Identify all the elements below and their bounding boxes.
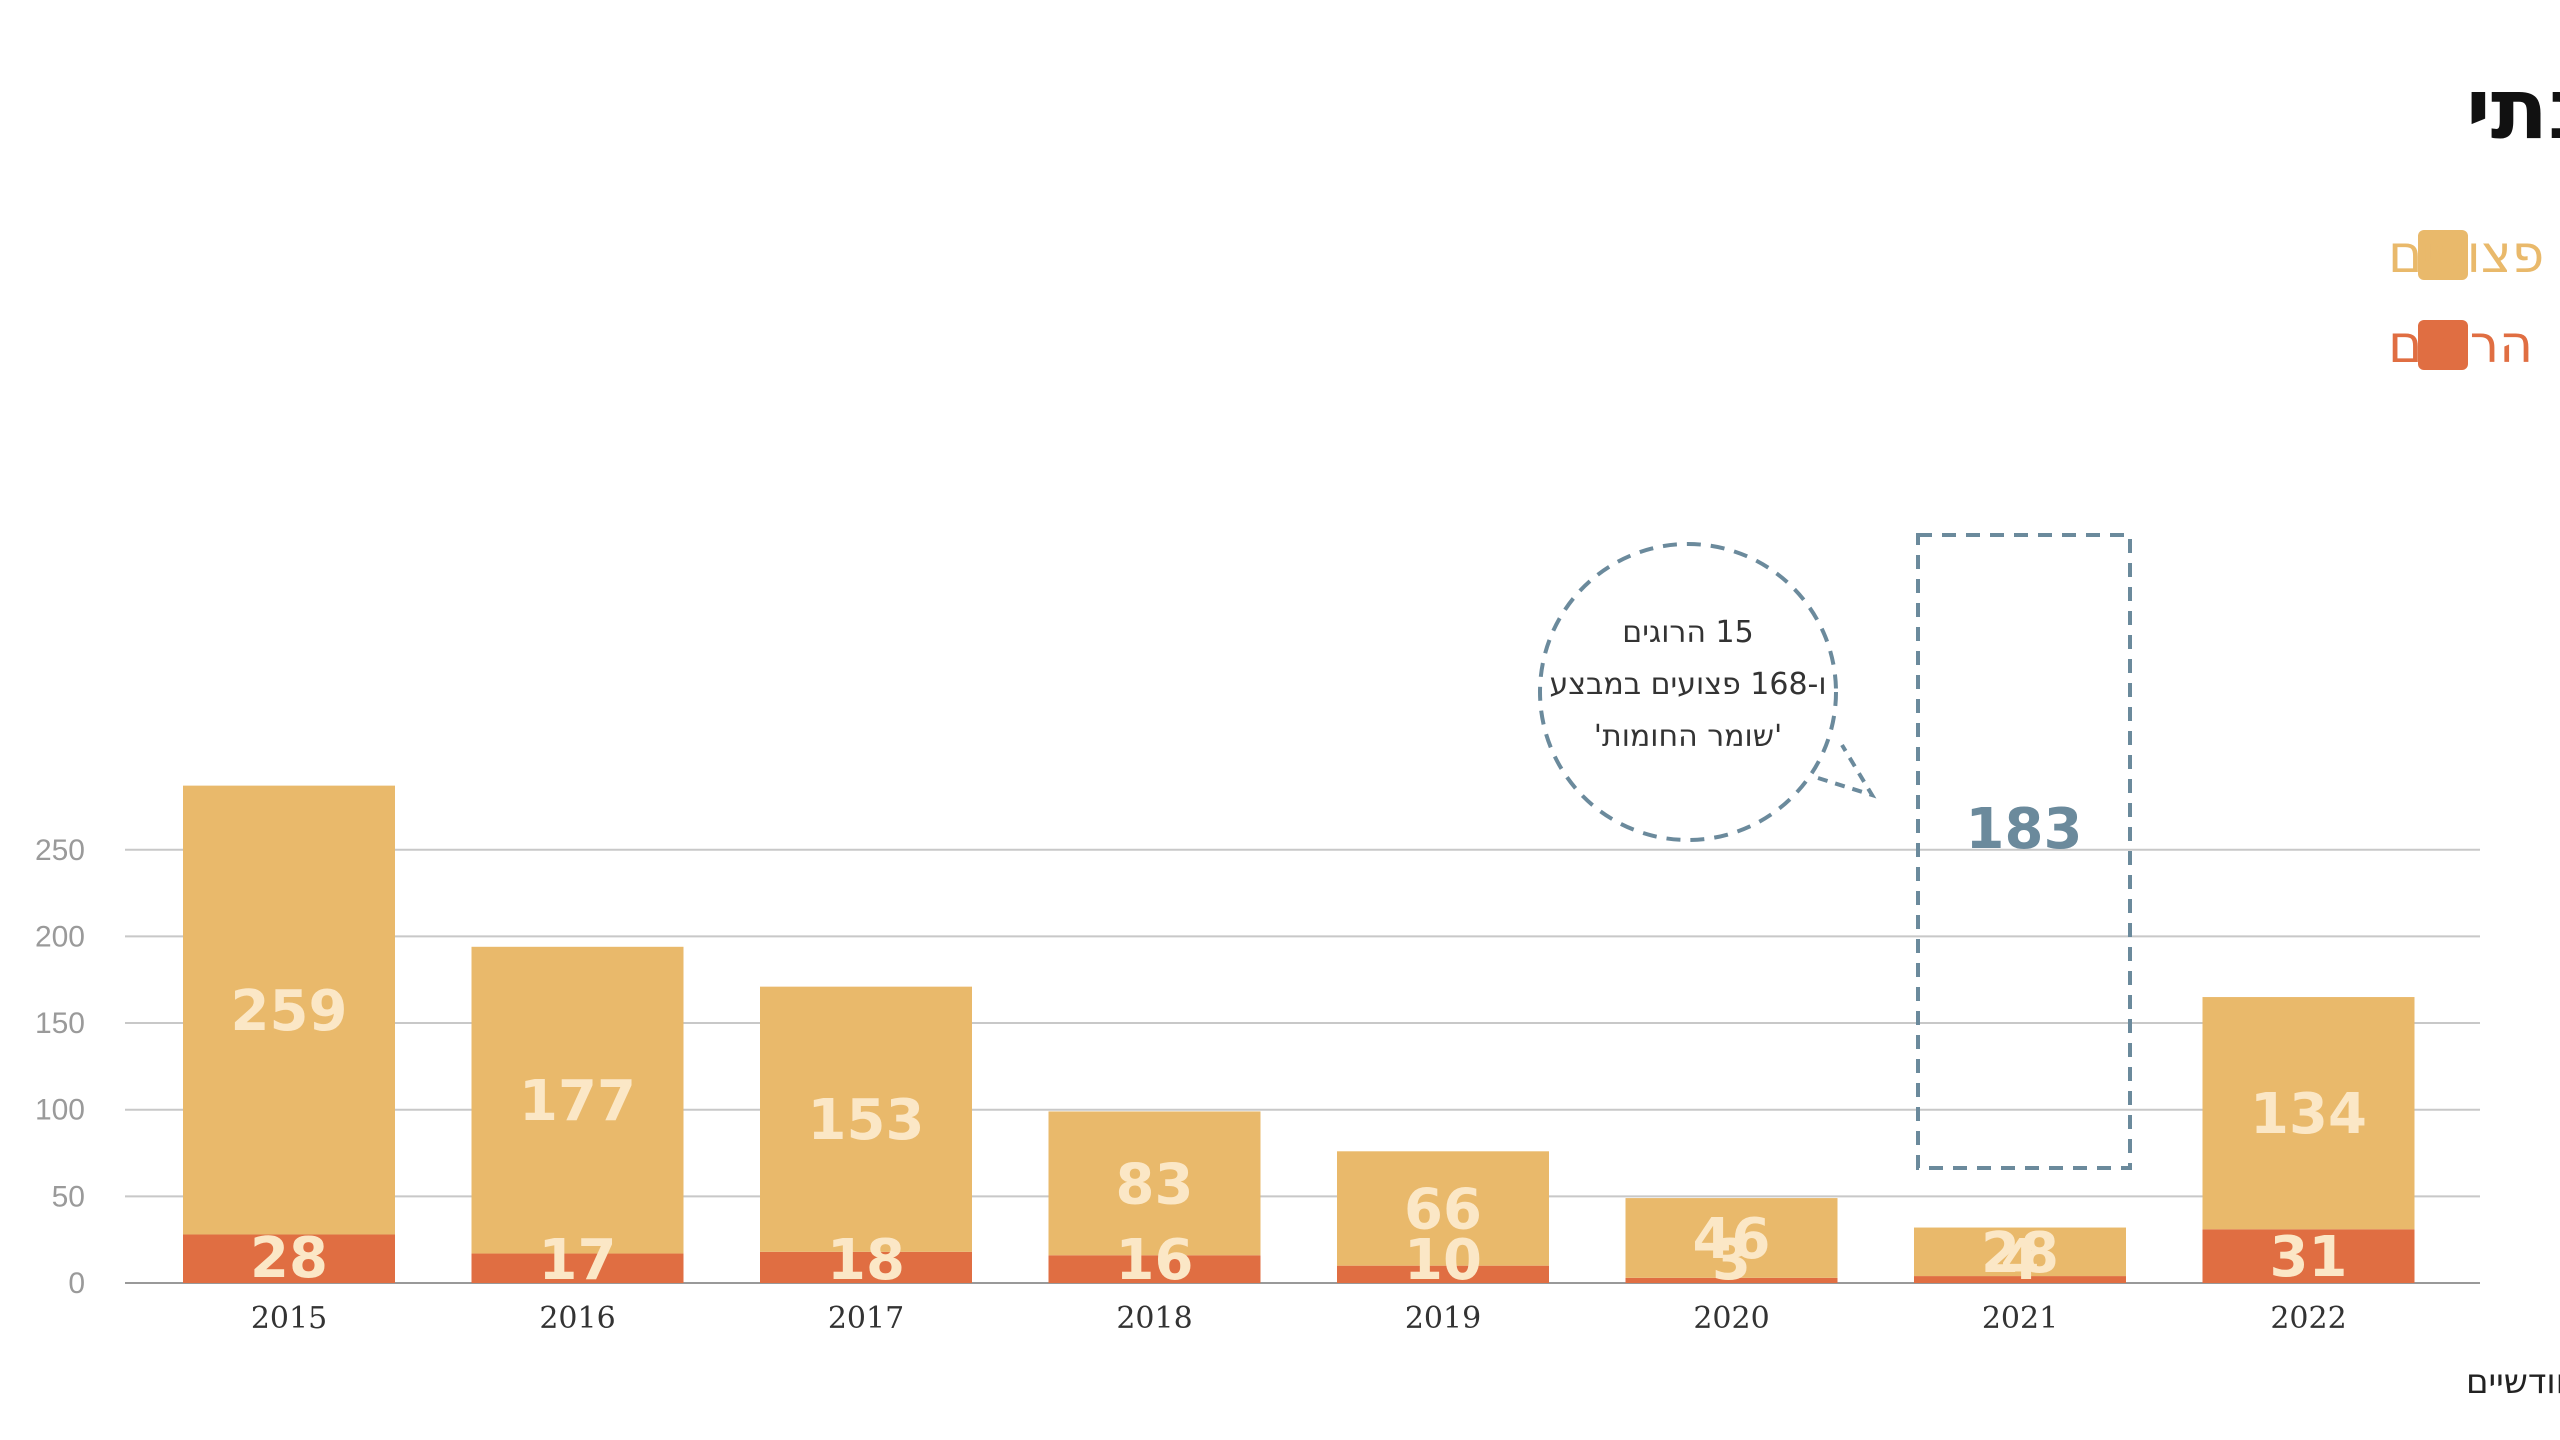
annotation-speech-bubble (1538, 542, 1838, 842)
annotation-2021-dashed-box (1916, 533, 2132, 1170)
bar-label-injured-2021: 28 (1981, 1221, 2059, 1286)
x-tick-label: 2021 (1982, 1301, 2058, 1336)
y-axis-ticks: 0 50 100 150 200 250 (35, 834, 85, 1300)
bar-label-killed-2017: 18 (827, 1228, 905, 1293)
x-tick-label: 2018 (1116, 1301, 1192, 1336)
bar-killed-2018 (1048, 1255, 1261, 1283)
x-tick-label: 2015 (251, 1301, 327, 1336)
legend-swatch-killed (2418, 320, 2468, 370)
bar-label-injured-2017: 153 (808, 1088, 925, 1153)
legend: פצועים הרוגים (2388, 225, 2544, 375)
bar-injured-2017 (760, 986, 972, 1252)
bar-label-injured-2015: 259 (231, 979, 348, 1044)
bar-injured-2018 (1048, 1111, 1261, 1256)
bar-label-injured-2022: 134 (2250, 1082, 2367, 1147)
bar-killed-2019 (1337, 1265, 1549, 1283)
bar-label-killed-2020: 3 (1712, 1228, 1751, 1293)
x-axis-ticks: 2015 2016 2017 2018 2019 2020 2021 2022 (251, 1301, 2347, 1336)
bar-injured-2020 (1625, 1198, 1838, 1278)
bar-label-injured-2016: 177 (519, 1069, 636, 1134)
bar-killed-2022 (2202, 1229, 2415, 1283)
bar-label-injured-2018: 83 (1116, 1152, 1194, 1217)
bar-killed-2021 (1914, 1276, 2126, 1283)
legend-label-injured: פצועים (2388, 225, 2544, 285)
bar-injured-2022 (2202, 997, 2415, 1230)
legend-label-killed: הרוגים (2388, 315, 2533, 375)
y-tick-label: 50 (52, 1180, 85, 1213)
bar-label-killed-2015: 28 (250, 1226, 328, 1291)
y-tick-label: 200 (35, 920, 85, 953)
y-tick-label: 250 (35, 834, 85, 867)
bar-label-injured-2020: 46 (1693, 1207, 1771, 1272)
bar-label-killed-2018: 16 (1116, 1228, 1194, 1293)
annotation-2021-total: 183 (1966, 797, 2083, 862)
annotation-2021: 183 15 הרוגים ו-168 פצועים במבצע 'שומר ה… (1538, 533, 2132, 1170)
y-tick-label: 0 (68, 1267, 85, 1300)
annotation-speech-bubble-tail (1817, 743, 1877, 799)
annotation-line-3: 'שומר החומות' (1594, 719, 1782, 754)
chart-title: פצועים והרוגים ישראלים מפעילויות טרור, ח… (2466, 60, 2560, 158)
bar-label-killed-2022: 31 (2270, 1225, 2348, 1290)
bar-killed-2016 (471, 1253, 684, 1283)
x-tick-label: 2016 (539, 1301, 615, 1336)
source-note: על בסיס נתוני דוחות השב"כ החודשיים (2466, 1362, 2560, 1402)
bar-killed-2015 (183, 1234, 395, 1283)
y-tick-label: 150 (35, 1007, 85, 1040)
annotation-line-1: 15 הרוגים (1622, 615, 1753, 650)
y-tick-label: 100 (35, 1094, 85, 1127)
bar-injured-2021 (1914, 1227, 2126, 1277)
bar-killed-2020 (1625, 1277, 1838, 1283)
annotation-line-2: ו-168 פצועים במבצע (1549, 667, 1826, 702)
x-tick-label: 2020 (1693, 1301, 1769, 1336)
bar-injured-2016 (471, 946, 684, 1254)
bar-killed-2017 (760, 1251, 972, 1283)
x-tick-label: 2017 (828, 1301, 904, 1336)
legend-swatch-injured (2418, 230, 2468, 280)
x-tick-label: 2019 (1405, 1301, 1481, 1336)
bar-label-killed-2016: 17 (539, 1228, 617, 1293)
bar-label-killed-2021: 4 (2001, 1228, 2040, 1293)
bar-injured-2015 (183, 785, 395, 1235)
bar-label-injured-2019: 66 (1404, 1177, 1482, 1242)
bars (183, 785, 2415, 1283)
bar-injured-2019 (1337, 1151, 1549, 1266)
bar-label-killed-2019: 10 (1404, 1228, 1482, 1293)
x-tick-label: 2022 (2270, 1301, 2346, 1336)
